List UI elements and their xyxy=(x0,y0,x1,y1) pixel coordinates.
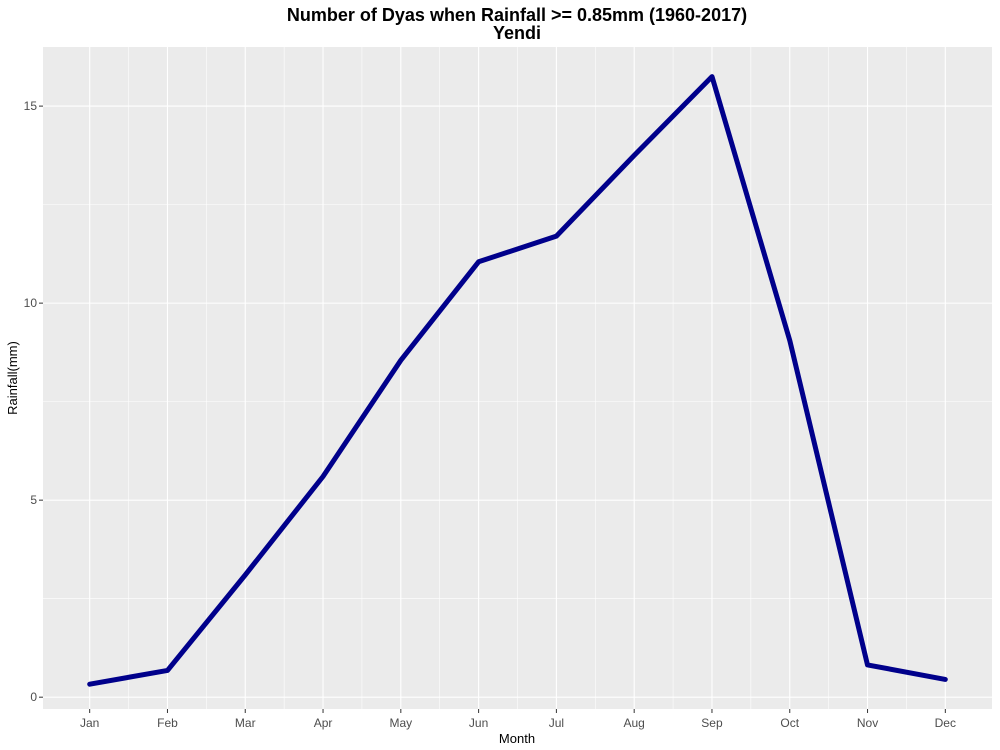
chart-title: Number of Dyas when Rainfall >= 0.85mm (… xyxy=(287,5,747,25)
x-tick-label-nov: Nov xyxy=(857,716,878,730)
x-tick-label-dec: Dec xyxy=(935,716,956,730)
major-gridlines-y xyxy=(43,105,992,698)
x-tick-label-jul: Jul xyxy=(549,716,564,730)
y-tick-label: 5 xyxy=(30,493,37,507)
y-tick-label: 0 xyxy=(30,690,37,704)
x-tick-label-oct: Oct xyxy=(780,716,799,730)
minor-gridlines-x xyxy=(128,47,907,709)
rainfall-days-series-line xyxy=(87,74,948,687)
x-tick-label-feb: Feb xyxy=(157,716,178,730)
x-tick-label-sep: Sep xyxy=(701,716,723,730)
series-layer xyxy=(87,74,948,687)
x-tick-label-may: May xyxy=(389,716,412,730)
x-tick-label-jan: Jan xyxy=(80,716,99,730)
y-tick-label: 10 xyxy=(24,296,38,310)
x-tick-label-jun: Jun xyxy=(469,716,488,730)
y-axis: 0 5 10 15 xyxy=(24,99,43,704)
y-axis-title: Rainfall(mm) xyxy=(5,341,20,415)
x-tick-label-apr: Apr xyxy=(314,716,333,730)
x-tick-label-aug: Aug xyxy=(624,716,645,730)
chart-subtitle: Yendi xyxy=(493,23,541,43)
x-axis-title: Month xyxy=(499,731,535,746)
x-axis: Jan Feb Mar Apr May Jun Jul Aug Sep Oct Nov Dec xyxy=(80,709,956,730)
major-gridlines-x xyxy=(89,47,946,709)
x-tick-label-mar: Mar xyxy=(235,716,256,730)
y-tick-label: 15 xyxy=(24,99,38,113)
